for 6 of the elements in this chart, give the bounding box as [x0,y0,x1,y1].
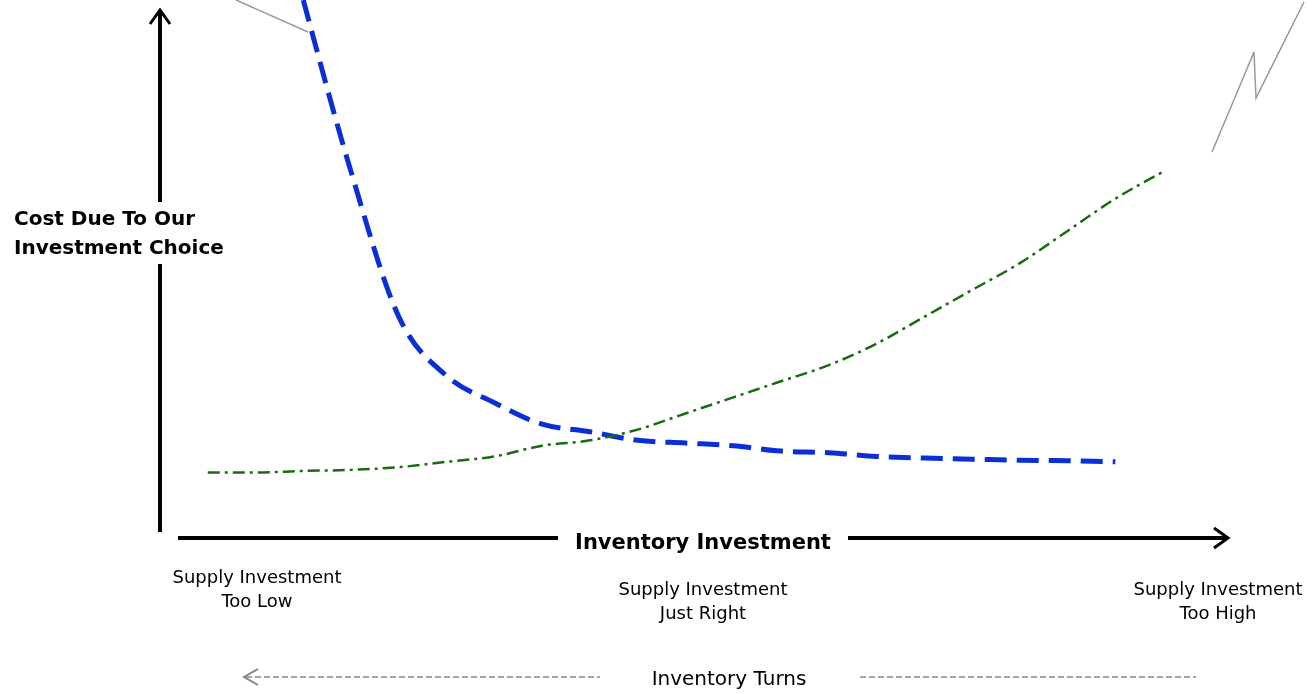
text: Supply Investment Too High [1132,577,1304,625]
text: Inventory Turns [650,666,808,690]
text: Supply Investment Too Low [171,565,343,613]
y-axis-title: Cost Due To Our Investment Choice [10,202,248,264]
x-axis-title: Inventory Investment [558,530,848,554]
text: Supply Investment Just Right [617,577,789,625]
